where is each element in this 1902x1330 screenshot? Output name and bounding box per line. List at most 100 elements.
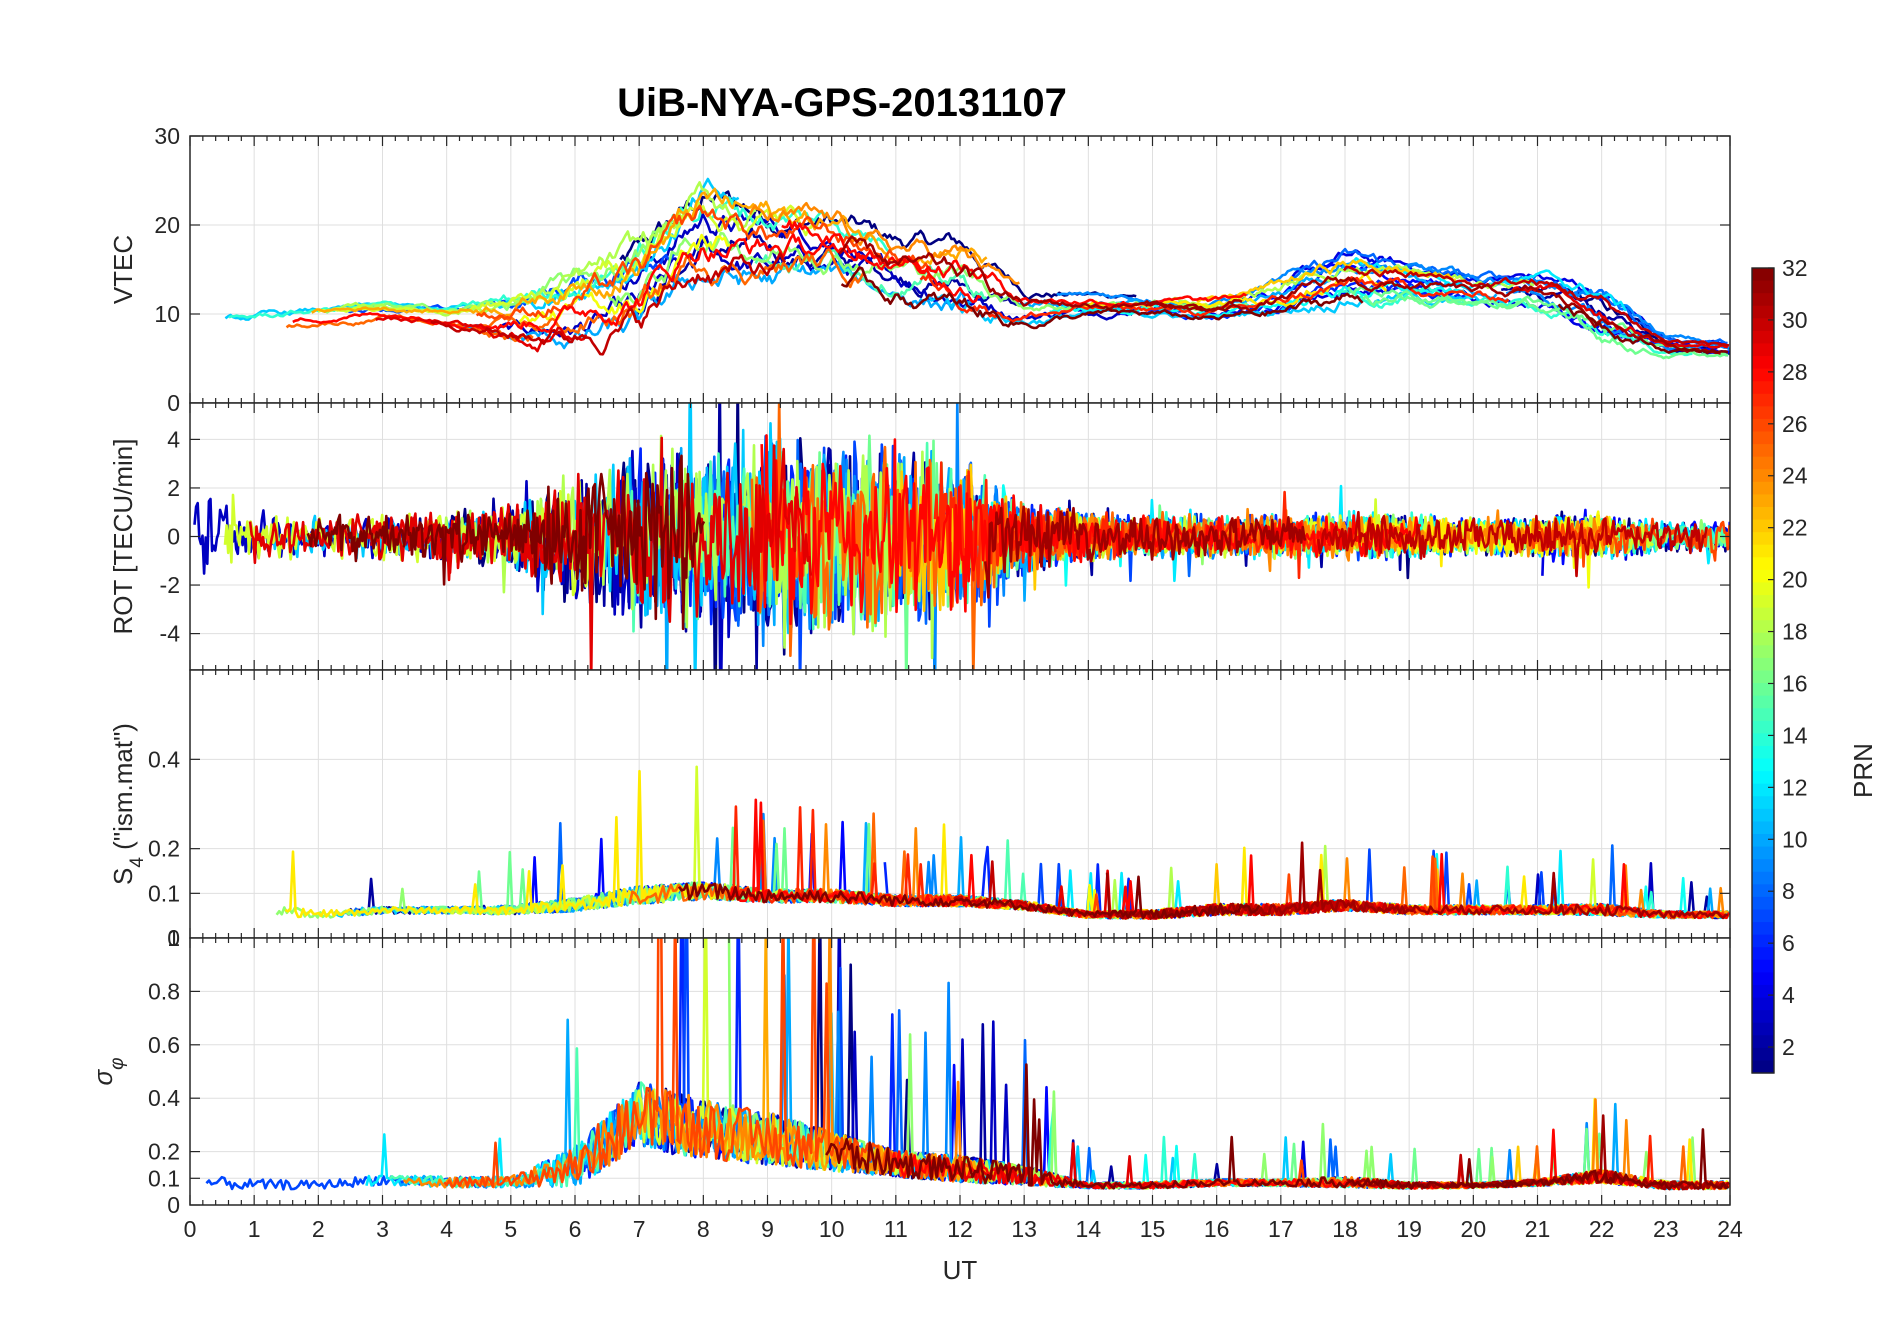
colorbar-segment: [1752, 745, 1774, 760]
colorbar-segment: [1752, 821, 1774, 835]
colorbar-segment: [1752, 947, 1774, 961]
y-tick-label: 0: [167, 524, 180, 550]
series-line-prn-32: [840, 266, 1364, 330]
colorbar-segment: [1752, 532, 1774, 546]
series-line-prn-32: [1557, 303, 1729, 355]
y-axis-label: ROT [TECU/min]: [108, 439, 138, 635]
colorbar-segment: [1752, 368, 1774, 382]
x-tick-label: 17: [1268, 1216, 1294, 1242]
colorbar-frame: [1751, 267, 1775, 1074]
colorbar-segment: [1752, 494, 1774, 508]
x-axis-label: UT: [943, 1255, 978, 1285]
colorbar-segment: [1752, 557, 1774, 571]
colorbar-segment: [1752, 972, 1774, 986]
x-tick-label: 18: [1332, 1216, 1358, 1242]
x-tick-label: 3: [376, 1216, 389, 1242]
series-group: [224, 177, 1730, 360]
x-tick-label: 14: [1076, 1216, 1102, 1242]
series-line-prn-21: [284, 769, 726, 919]
colorbar-segment: [1752, 859, 1774, 873]
series-line-prn-20: [518, 233, 731, 324]
series-line-prn-16: [1362, 290, 1729, 360]
panel-2: -4 -2 0 2 4 0 ROT [TECU/min]: [108, 390, 1731, 671]
x-tick-label: 10: [819, 1216, 845, 1242]
series-line-prn-24: [748, 201, 1020, 285]
colorbar-segment: [1752, 695, 1774, 709]
colorbar-tick-label: 8: [1782, 878, 1795, 904]
y-tick-label: 0.1: [148, 880, 180, 906]
colorbar-segment: [1752, 645, 1774, 659]
x-tick-label: 19: [1396, 1216, 1422, 1242]
colorbar-segment: [1752, 683, 1774, 697]
x-tick-label: 11: [884, 1216, 908, 1242]
colorbar-segment: [1752, 997, 1774, 1011]
colorbar-segment: [1752, 1010, 1774, 1024]
colorbar-segment: [1752, 632, 1774, 646]
y-tick-label: 0.2: [148, 836, 180, 862]
colorbar-segment: [1752, 846, 1774, 860]
ticks: 0.1 0.2 0.4 0: [148, 670, 1731, 951]
colorbar-tick-label: 18: [1782, 619, 1808, 645]
series-line-prn-19: [317, 201, 815, 314]
colorbar-segment: [1752, 343, 1774, 357]
colorbar-tick-label: 30: [1782, 307, 1808, 333]
colorbar-tick-label: 20: [1782, 567, 1808, 593]
series-line-prn-28: [760, 434, 1422, 626]
colorbar-segment: [1752, 871, 1774, 885]
colorbar-segment: [1752, 481, 1774, 496]
colorbar-segment: [1752, 758, 1774, 772]
colorbar-segment: [1752, 393, 1774, 407]
colorbar-segment: [1752, 305, 1774, 319]
x-tick-label: 23: [1653, 1216, 1679, 1242]
y-tick-label: 2: [167, 475, 180, 501]
y-tick-label: 0: [167, 1192, 180, 1218]
x-tick-label: 15: [1140, 1216, 1166, 1242]
x-tick-label: 9: [761, 1216, 774, 1242]
colorbar-segment: [1752, 670, 1774, 684]
y-tick-label: 20: [154, 212, 180, 238]
y-tick-label: 10: [154, 301, 180, 327]
y-tick-label: 0: [167, 390, 180, 416]
colorbar-segment: [1752, 544, 1774, 558]
colorbar-segment: [1752, 330, 1774, 345]
series-line-prn-15: [754, 248, 987, 300]
x-tick-label: 4: [440, 1216, 453, 1242]
x-tick-label: 8: [697, 1216, 710, 1242]
colorbar-segment: [1752, 783, 1774, 797]
colorbar-tick-label: 24: [1782, 463, 1808, 489]
x-tick-label: 21: [1525, 1216, 1551, 1242]
series-group: [205, 938, 1730, 1191]
colorbar-segment: [1752, 268, 1774, 282]
colorbar-segment: [1752, 1047, 1774, 1062]
series-line-prn-26: [475, 204, 931, 321]
panel-1: 10 20 30 VTEC: [108, 123, 1731, 404]
series-line-prn-14: [1337, 285, 1693, 357]
colorbar-segment: [1752, 796, 1774, 810]
series-line-prn-29: [375, 315, 588, 353]
y-axis-label: S4 ("ism.mat"): [108, 723, 148, 885]
colorbar-tick-label: 2: [1782, 1034, 1795, 1060]
colorbar-segment: [1752, 607, 1774, 621]
series-line-prn-22: [1196, 258, 1456, 303]
colorbar-segment: [1752, 406, 1774, 420]
y-tick-label: 0.4: [148, 746, 180, 772]
y-axis-label: σφ: [88, 1057, 128, 1085]
y-tick-label: 4: [167, 426, 180, 452]
colorbar-tick-label: 14: [1782, 722, 1808, 748]
colorbar-segment: [1752, 771, 1774, 785]
series-line-prn-30: [430, 252, 787, 356]
colorbar-segment: [1752, 318, 1774, 332]
colorbar-segment: [1752, 884, 1774, 898]
x-tick-label: 13: [1011, 1216, 1037, 1242]
colorbar-segment: [1752, 381, 1774, 395]
y-tick-label: 0.8: [148, 978, 180, 1004]
colorbar-segment: [1752, 720, 1774, 734]
y-tick-label: 30: [154, 123, 180, 149]
colorbar-segment: [1752, 431, 1774, 445]
colorbar-segment: [1752, 959, 1774, 973]
colorbar-segment: [1752, 834, 1774, 848]
series-group: [275, 765, 1730, 920]
ticks: 10 20 30: [154, 123, 1731, 404]
